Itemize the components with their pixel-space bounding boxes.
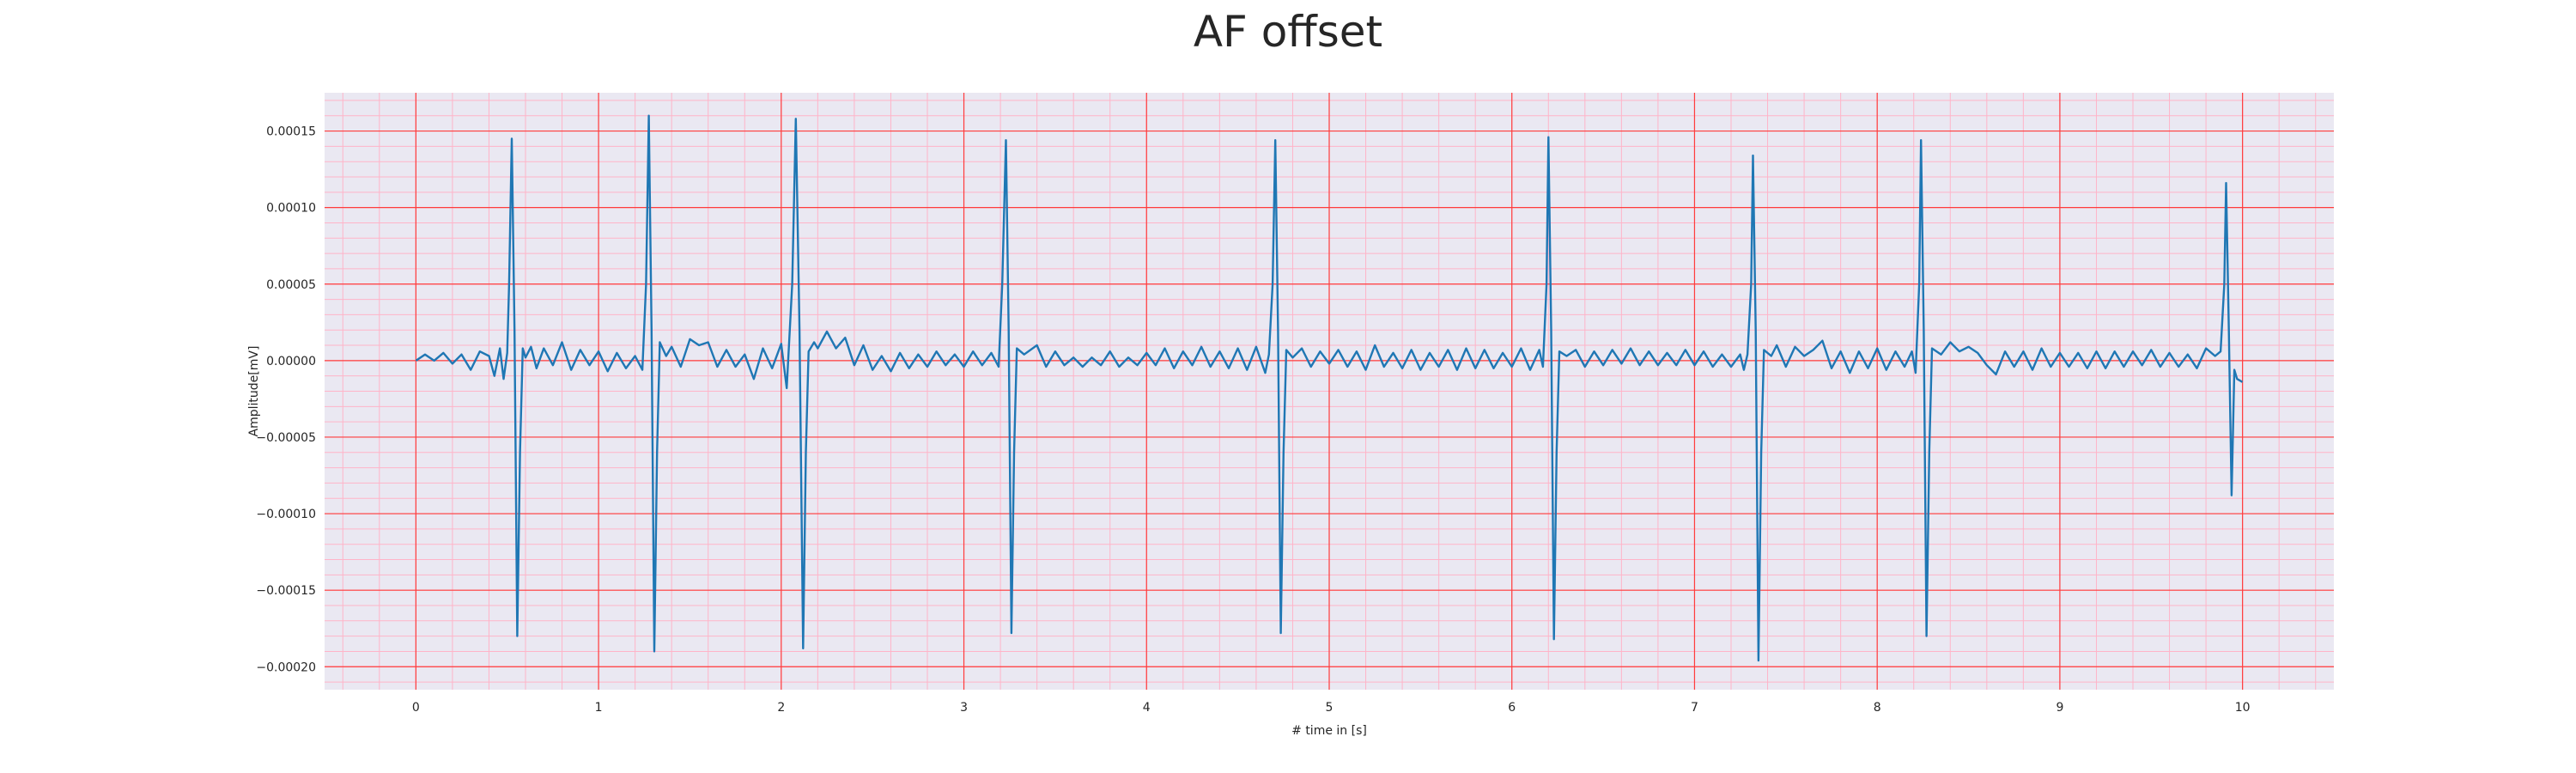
y-tick-label: 0.00005 xyxy=(266,278,316,292)
x-tick-label: 5 xyxy=(1326,701,1334,715)
y-tick-label: 0.00000 xyxy=(266,355,316,368)
x-tick-label: 2 xyxy=(777,701,785,715)
y-tick-label: 0.00010 xyxy=(266,202,316,216)
x-tick-label: 0 xyxy=(412,701,420,715)
y-axis-label: Amplitude[mV] xyxy=(247,346,261,437)
ecg-series-line xyxy=(415,114,2244,662)
y-tick-label: −0.00020 xyxy=(256,660,316,674)
major-grid xyxy=(325,93,2334,690)
x-tick-label: 1 xyxy=(595,701,603,715)
x-tick-label: 3 xyxy=(960,701,968,715)
chart-title: AF offset xyxy=(1193,7,1383,57)
x-tick-label: 7 xyxy=(1691,701,1698,715)
x-tick-label: 10 xyxy=(2235,701,2251,715)
x-axis-label: # time in [s] xyxy=(1291,724,1367,738)
x-tick-labels: 0 1 2 3 4 5 6 7 8 9 10 xyxy=(412,701,2251,715)
x-tick-label: 9 xyxy=(2056,701,2063,715)
y-tick-label: −0.00005 xyxy=(256,431,316,445)
y-tick-label: −0.00010 xyxy=(256,508,316,521)
x-tick-label: 4 xyxy=(1143,701,1151,715)
x-tick-label: 6 xyxy=(1508,701,1516,715)
y-tick-label: −0.00015 xyxy=(256,584,316,598)
x-tick-label: 8 xyxy=(1874,701,1881,715)
y-tick-labels: 0.00015 0.00010 0.00005 0.00000 −0.00005 −0.0… xyxy=(256,125,316,675)
y-tick-label: 0.00015 xyxy=(266,125,316,139)
